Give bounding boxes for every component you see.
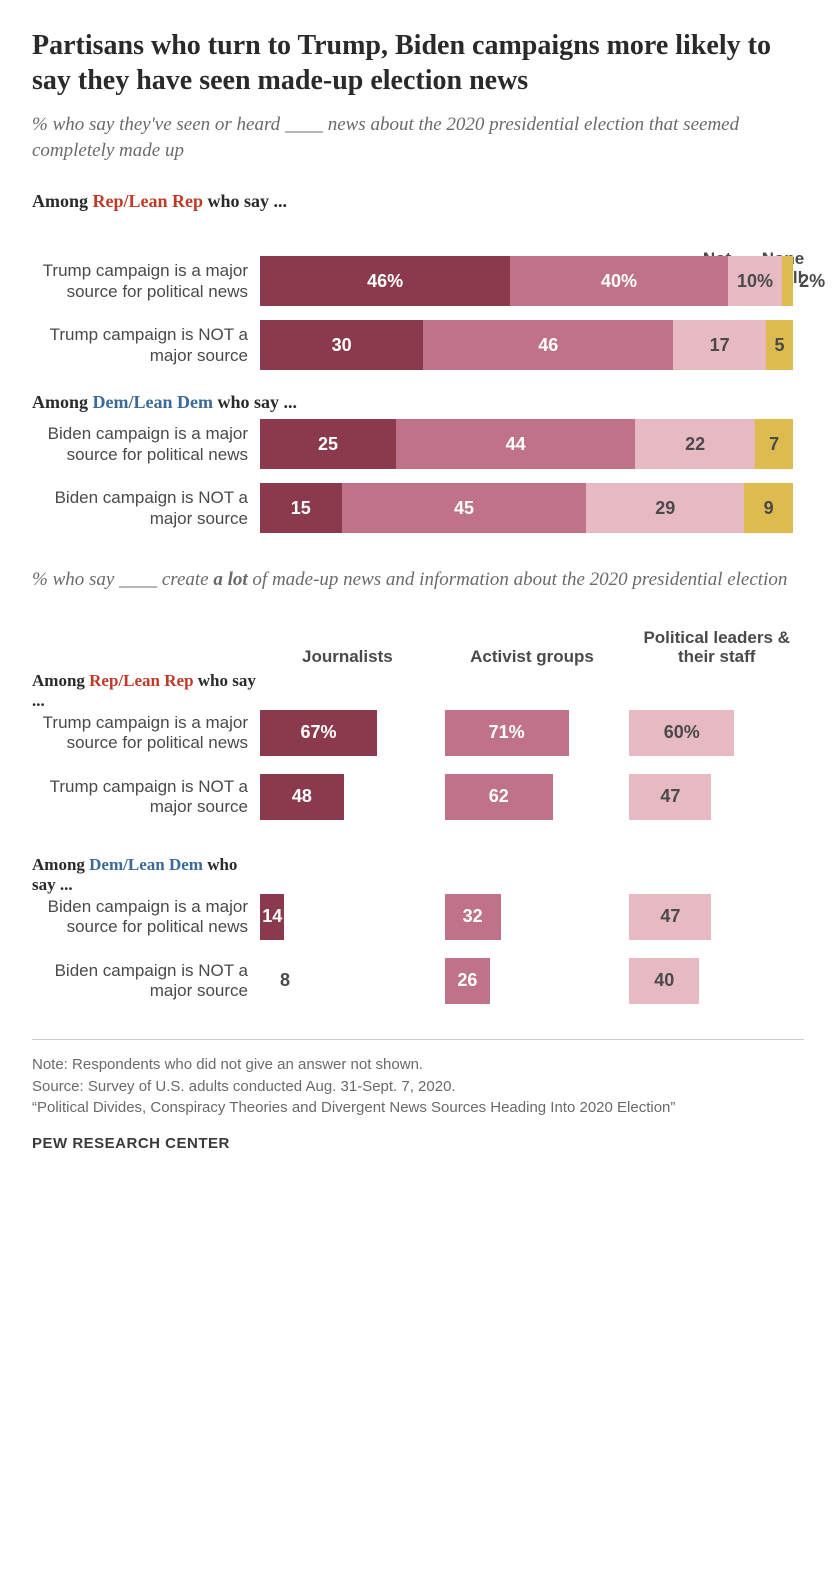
group-highlight-rep: Rep/Lean Rep <box>93 191 204 211</box>
chart1-plot: A lot Some Notmuch Noneat all Trump camp… <box>32 256 804 533</box>
stacked-bar: 2544227 <box>260 419 804 469</box>
chart2-columns: Journalists 67% 48 14 8 Activist groups 71%… <box>260 621 804 1013</box>
subtitle-pre: % who say they've seen or heard <box>32 114 285 135</box>
group-post: who say ... <box>203 191 287 211</box>
row-label: Biden campaign is a major source for pol… <box>32 423 260 466</box>
bar-cell: 26 <box>445 949 620 1013</box>
stacked-bar: 46%40%10%2% <box>260 256 804 306</box>
bar-segment-none: 2% <box>782 256 793 306</box>
bar-segment-notmuch: 22 <box>635 419 755 469</box>
bar-segment-alot: 46% <box>260 256 510 306</box>
c1-row-r1: Trump campaign is a major source for pol… <box>32 256 804 306</box>
chart-footer: Note: Respondents who did not give an an… <box>32 1039 804 1155</box>
row-label: Trump campaign is NOT a major source <box>32 324 260 367</box>
chart-title: Partisans who turn to Trump, Biden campa… <box>32 28 804 98</box>
c1-row-r3: Biden campaign is a major source for pol… <box>32 419 804 469</box>
bar-j: 48 <box>260 774 344 820</box>
grouped-bar-chart: Among Rep/Lean Rep who say ... Trump cam… <box>32 621 804 1013</box>
bar-segment-alot: 30 <box>260 320 423 370</box>
chart2-subtitle: % who say ____ create a lot of made-up n… <box>32 567 804 593</box>
bar-p: 60% <box>629 710 734 756</box>
stacked-bar: 1545299 <box>260 483 804 533</box>
col-journalists: Journalists 67% 48 14 8 <box>260 621 435 1013</box>
chart2-rowlabels: Among Rep/Lean Rep who say ... Trump cam… <box>32 621 260 1013</box>
group-pre: Among <box>32 671 89 690</box>
bar-cell: 40 <box>629 949 804 1013</box>
bar-a: 71% <box>445 710 569 756</box>
subtitle2-mid: create <box>157 569 213 590</box>
row-label: Trump campaign is a major source for pol… <box>32 701 260 765</box>
col-header: Political leaders & their staff <box>629 621 804 671</box>
bar-segment-alot: 25 <box>260 419 396 469</box>
bar-a: 32 <box>445 894 501 940</box>
bar-j: 67% <box>260 710 377 756</box>
chart-subtitle: % who say they've seen or heard ____ new… <box>32 112 804 163</box>
row-label: Trump campaign is NOT a major source <box>32 765 260 829</box>
c1-row-r4: Biden campaign is NOT a major source 154… <box>32 483 804 533</box>
bar-segment-none: 5 <box>766 320 793 370</box>
bar-segment-none: 9 <box>744 483 793 533</box>
bar-cell: 47 <box>629 885 804 949</box>
group-pre: Among <box>32 855 89 874</box>
bar-p: 40 <box>629 958 699 1004</box>
bar-cell: 8 <box>260 949 435 1013</box>
row-label: Biden campaign is NOT a major source <box>32 949 260 1013</box>
row-label: Biden campaign is NOT a major source <box>32 487 260 530</box>
group-highlight-rep: Rep/Lean Rep <box>89 671 193 690</box>
bar-segment-none: 7 <box>755 419 793 469</box>
bar-segment-some: 40% <box>510 256 728 306</box>
bar-segment-notmuch: 10% <box>728 256 782 306</box>
footer-note: Note: Respondents who did not give an an… <box>32 1054 804 1076</box>
bar-j: 8 <box>260 958 274 1004</box>
bar-segment-some: 45 <box>342 483 587 533</box>
footer-report: “Political Divides, Conspiracy Theories … <box>32 1097 804 1119</box>
bar-cell: 47 <box>629 765 804 829</box>
group-header-dem: Among Dem/Lean Dem who say ... <box>32 392 804 413</box>
col-header: Journalists <box>260 621 435 671</box>
bar-segment-notmuch: 17 <box>673 320 765 370</box>
bar-a: 26 <box>445 958 490 1004</box>
group-highlight-dem: Dem/Lean Dem <box>93 392 213 412</box>
bar-segment-alot: 15 <box>260 483 342 533</box>
col-political: Political leaders & their staff 60% 47 47 4… <box>629 621 804 1013</box>
col-header: Activist groups <box>445 621 620 671</box>
bar-cell: 67% <box>260 701 435 765</box>
group-header-rep: Among Rep/Lean Rep who say ... <box>32 191 804 212</box>
subtitle2-pre: % who say <box>32 569 119 590</box>
subtitle2-post: of made-up news and information about th… <box>248 569 788 590</box>
bar-cell: 32 <box>445 885 620 949</box>
bar-a: 62 <box>445 774 553 820</box>
c1-row-r2: Trump campaign is NOT a major source 304… <box>32 320 804 370</box>
chart2-table: Among Rep/Lean Rep who say ... Trump cam… <box>32 621 804 1013</box>
bar-p: 47 <box>629 774 711 820</box>
footer-source: Source: Survey of U.S. adults conducted … <box>32 1076 804 1098</box>
stacked-bar: 3046175 <box>260 320 804 370</box>
bar-cell: 48 <box>260 765 435 829</box>
col-activist: Activist groups 71% 62 32 26 <box>445 621 620 1013</box>
bar-cell: 60% <box>629 701 804 765</box>
group-pre: Among <box>32 392 93 412</box>
bar-p: 47 <box>629 894 711 940</box>
subtitle2-bold: a lot <box>213 569 247 590</box>
row-label: Trump campaign is a major source for pol… <box>32 260 260 303</box>
group-post: who say ... <box>213 392 297 412</box>
bar-segment-notmuch: 29 <box>586 483 744 533</box>
group-pre: Among <box>32 191 93 211</box>
bar-cell: 71% <box>445 701 620 765</box>
bar-segment-some: 44 <box>396 419 635 469</box>
bar-segment-some: 46 <box>423 320 673 370</box>
stacked-bar-chart: Among Rep/Lean Rep who say ... A lot Som… <box>32 191 804 533</box>
footer-org: PEW RESEARCH CENTER <box>32 1133 804 1155</box>
bar-j: 14 <box>260 894 284 940</box>
bar-cell: 14 <box>260 885 435 949</box>
group-highlight-dem: Dem/Lean Dem <box>89 855 203 874</box>
bar-cell: 62 <box>445 765 620 829</box>
